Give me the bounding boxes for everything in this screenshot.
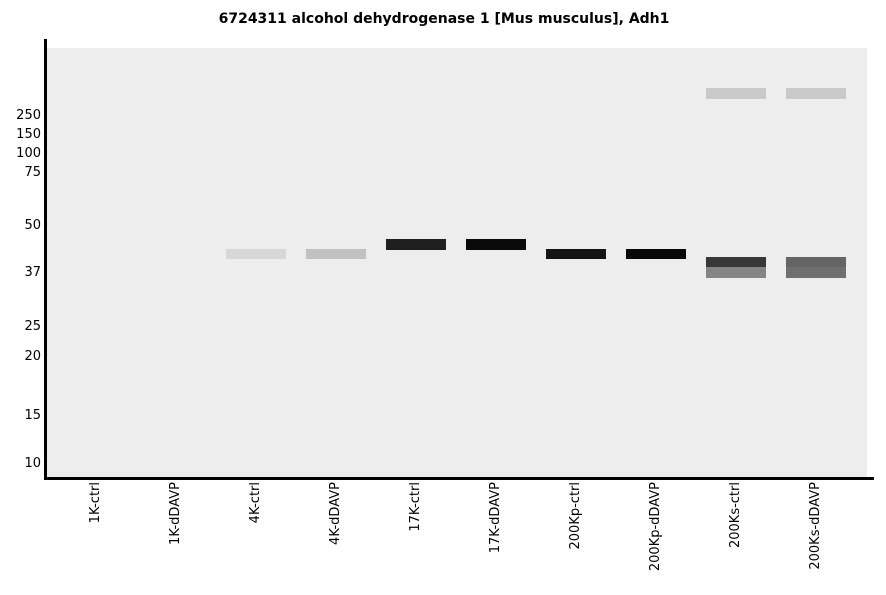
y-tick-label-150: 150 xyxy=(16,127,41,142)
chart-title: 6724311 alcohol dehydrogenase 1 [Mus mus… xyxy=(218,11,670,27)
band-17K-ctrl-0 xyxy=(386,239,446,250)
lane-label-17K-dDAVP: 17K-dDAVP xyxy=(488,482,503,554)
y-tick-label-10: 10 xyxy=(24,456,41,471)
lane-label-200Ks-ctrl: 200Ks-ctrl xyxy=(728,482,743,549)
lane-label-200Ks-dDAVP: 200Ks-dDAVP xyxy=(808,482,823,570)
lane-label-200Kp-dDAVP: 200Kp-dDAVP xyxy=(648,482,663,572)
lane-label-200Kp-ctrl: 200Kp-ctrl xyxy=(568,482,583,550)
y-axis-line xyxy=(44,39,47,480)
lane-label-1K-dDAVP: 1K-dDAVP xyxy=(168,482,183,545)
y-tick-label-25: 25 xyxy=(24,319,41,334)
band-200Ks-ctrl-0 xyxy=(706,88,766,99)
band-200Ks-dDAVP-0 xyxy=(786,88,846,99)
lane-label-17K-ctrl: 17K-ctrl xyxy=(408,482,423,532)
band-200Kp-ctrl-0 xyxy=(546,249,606,259)
y-tick-label-37: 37 xyxy=(24,265,41,280)
y-tick-label-100: 100 xyxy=(16,146,41,161)
band-17K-dDAVP-0 xyxy=(466,239,526,250)
lane-label-1K-ctrl: 1K-ctrl xyxy=(88,482,103,524)
y-tick-label-75: 75 xyxy=(24,165,41,180)
band-200Kp-dDAVP-0 xyxy=(626,249,686,259)
lane-label-4K-ctrl: 4K-ctrl xyxy=(248,482,263,524)
band-200Ks-dDAVP-2 xyxy=(786,267,846,278)
band-4K-ctrl-0 xyxy=(226,249,286,259)
band-200Ks-dDAVP-1 xyxy=(786,257,846,267)
y-tick-label-50: 50 xyxy=(24,218,41,233)
band-4K-dDAVP-0 xyxy=(306,249,366,259)
y-tick-label-15: 15 xyxy=(24,408,41,423)
y-tick-label-250: 250 xyxy=(16,108,41,123)
y-tick-label-20: 20 xyxy=(24,349,41,364)
band-200Ks-ctrl-2 xyxy=(706,267,766,278)
x-axis-line xyxy=(44,477,874,480)
lane-label-4K-dDAVP: 4K-dDAVP xyxy=(328,482,343,545)
band-200Ks-ctrl-1 xyxy=(706,257,766,267)
